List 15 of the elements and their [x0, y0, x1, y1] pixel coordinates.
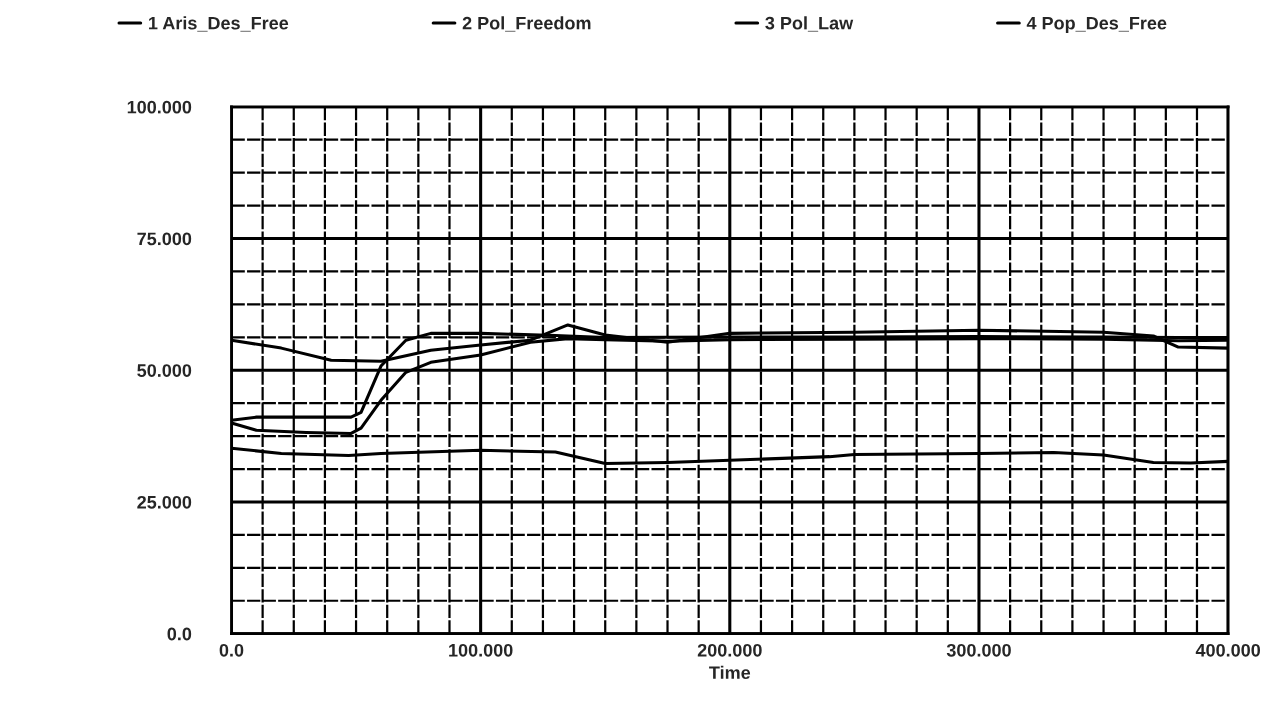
legend-label: 3 Pol_Law — [765, 16, 854, 32]
x-tick-label: 400.000 — [1195, 643, 1261, 657]
legend-label: 1 Aris_Des_Free — [149, 16, 289, 32]
x-axis-title: Time — [709, 665, 751, 680]
x-tick-label: 100.000 — [449, 643, 513, 657]
y-tick-label: 100.000 — [127, 100, 192, 114]
y-tick-label: 75.000 — [137, 232, 192, 246]
x-tick-label: 0.0 — [219, 643, 244, 657]
y-tick-label: 25.000 — [137, 495, 192, 509]
x-tick-label: 300.000 — [946, 643, 1011, 657]
legend-label: 2 Pol_Freedom — [462, 16, 591, 32]
y-tick-label: 0.0 — [167, 627, 192, 641]
legend-label: 4 Pop_Des_Free — [1026, 16, 1167, 34]
y-tick-label: 50.000 — [137, 364, 192, 377]
x-tick-label: 200.000 — [697, 643, 762, 657]
